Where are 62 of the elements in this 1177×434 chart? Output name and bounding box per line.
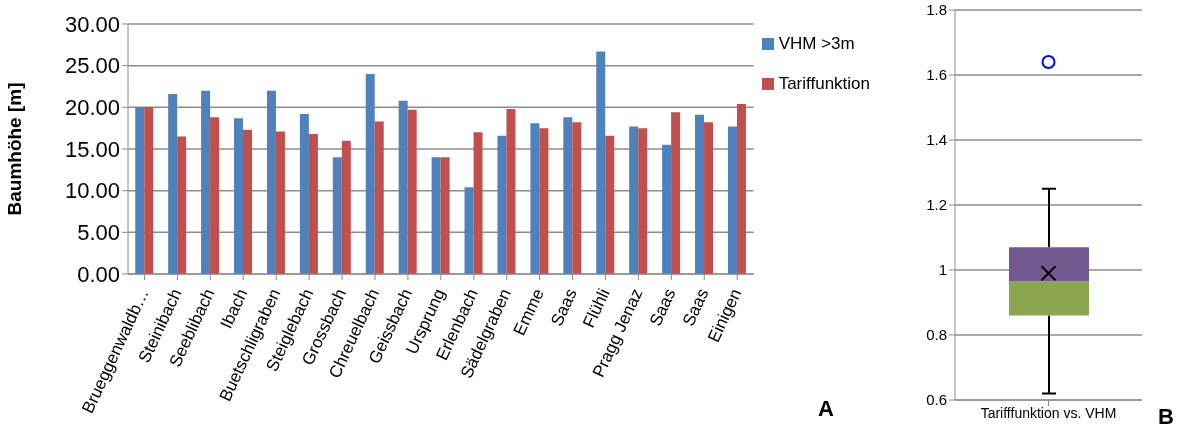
y-tick-label: 1: [938, 261, 947, 279]
bar: [671, 112, 681, 274]
bar: [431, 157, 441, 274]
bar: [177, 136, 187, 274]
bar: [243, 129, 253, 274]
bar: [341, 140, 351, 274]
y-axis-title: Baumhöhe [m]: [3, 82, 25, 216]
x-tick-label: Saas: [547, 285, 581, 329]
bar: [144, 107, 154, 274]
bar: [266, 90, 276, 274]
y-tick-label: 1.8: [926, 1, 947, 19]
bar: [234, 118, 244, 274]
bar: [440, 157, 450, 274]
y-tick-label: 0.6: [926, 391, 947, 409]
legend-label: VHM >3m: [778, 34, 855, 54]
bar: [464, 187, 474, 274]
bar: [168, 94, 178, 274]
bar: [563, 117, 573, 274]
y-tick-label: 25.00: [64, 53, 120, 79]
y-tick-label: 1.6: [926, 66, 947, 84]
y-tick-label: 30.00: [64, 11, 120, 37]
bar: [308, 134, 318, 274]
y-tick-label: 1.2: [926, 196, 947, 214]
bar: [299, 114, 309, 274]
bar: [332, 157, 342, 274]
x-tick-label: Saas: [678, 285, 713, 329]
y-tick-label: 20.00: [64, 95, 120, 121]
bar: [497, 135, 507, 274]
x-tick-label: Tarifffunktion vs. VHM: [980, 404, 1117, 421]
bar: [374, 121, 384, 274]
bar: [629, 126, 639, 274]
text: B: [1158, 404, 1174, 430]
bar: [727, 126, 737, 274]
y-tick-label: 0.00: [77, 261, 120, 287]
bar: [605, 135, 615, 274]
bar: [201, 90, 211, 274]
text: A: [818, 396, 834, 422]
bar: [407, 109, 417, 274]
x-tick-label: Flühli: [579, 285, 614, 331]
bar: [736, 104, 746, 274]
bar: [473, 132, 483, 274]
y-tick-label: 10.00: [64, 178, 120, 204]
bar: [210, 117, 220, 274]
y-tick-label: 5.00: [77, 220, 120, 246]
x-tick-label: Saas: [645, 285, 680, 329]
bar: [530, 123, 540, 274]
legend-label: Tariffunktion: [778, 74, 870, 94]
y-tick-label: 0.8: [926, 326, 947, 344]
bar: [135, 107, 145, 274]
y-tick-label: 15.00: [64, 136, 120, 162]
bar: [662, 144, 672, 274]
bar: [704, 122, 714, 274]
bar: [365, 74, 375, 274]
bar: [539, 128, 549, 274]
bar: [596, 51, 606, 274]
bar: [638, 128, 648, 274]
bar: [506, 109, 516, 274]
bar: [398, 100, 408, 274]
bar: [572, 122, 582, 274]
bar: [695, 114, 705, 274]
y-tick-label: 1.4: [926, 131, 947, 149]
bar: [275, 131, 285, 274]
